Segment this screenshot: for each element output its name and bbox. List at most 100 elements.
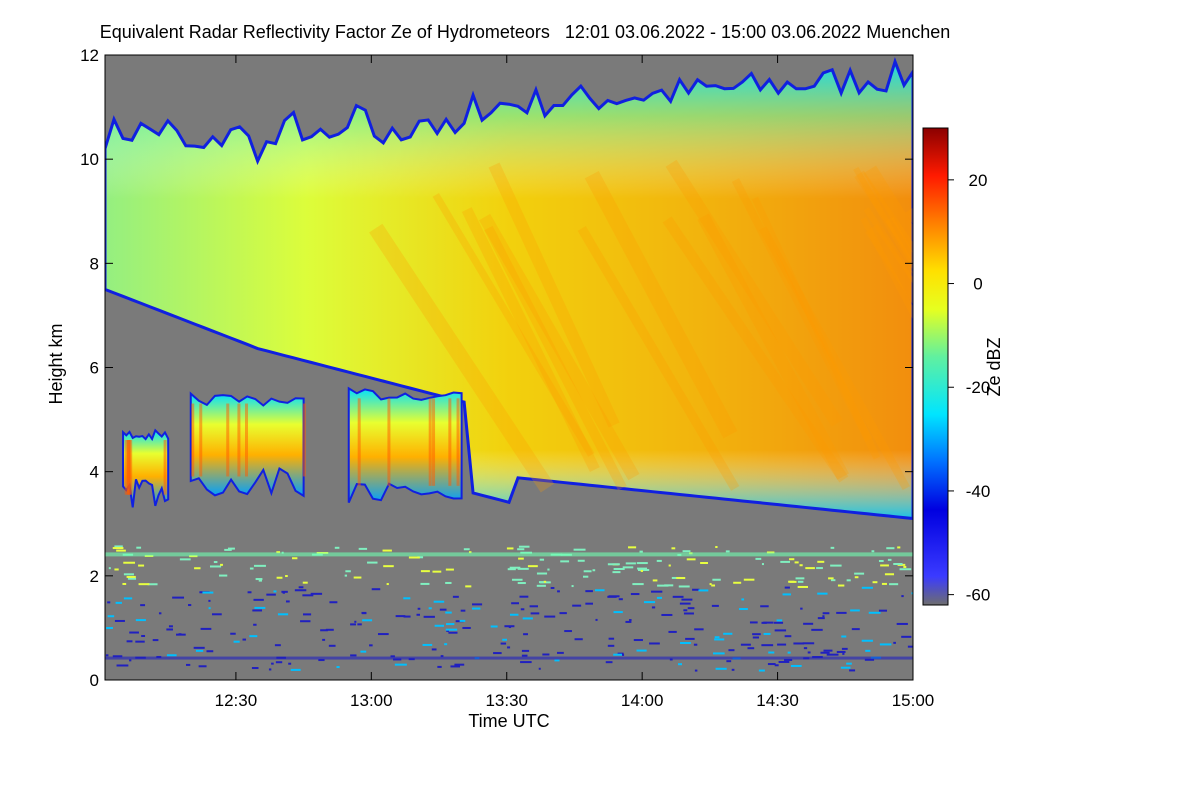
clutter-echo — [649, 642, 660, 645]
clutter-echo — [115, 601, 122, 604]
clutter-echo — [679, 602, 691, 605]
cell-core — [432, 398, 436, 486]
clutter-echo — [344, 574, 348, 577]
clutter-echo — [358, 547, 368, 550]
clutter-echo — [354, 620, 357, 623]
clutter-echo — [802, 642, 815, 645]
clutter-echo — [108, 567, 111, 570]
cell-core — [245, 403, 249, 477]
clutter-echo — [445, 628, 458, 631]
clutter-echo — [836, 650, 846, 653]
clutter-echo — [823, 649, 833, 652]
clutter-echo — [135, 640, 145, 643]
clutter-echo — [903, 565, 907, 568]
clutter-echo — [444, 643, 448, 646]
clutter-echo — [213, 561, 218, 564]
clutter-echo — [893, 641, 896, 644]
clutter-echo — [800, 607, 803, 610]
clutter-echo — [711, 604, 719, 607]
clutter-echo — [837, 584, 845, 587]
clutter-echo — [310, 592, 323, 595]
clutter-echo — [805, 567, 815, 570]
clutter-echo — [417, 607, 421, 610]
colorbar-tick-label: -60 — [966, 586, 991, 605]
fallstreak — [488, 162, 620, 428]
clutter-echo — [622, 566, 634, 569]
clutter-echo — [714, 636, 720, 639]
clutter-echo — [822, 615, 825, 618]
clutter-echo — [105, 654, 109, 657]
fallstreak — [369, 223, 555, 493]
clutter-echo — [639, 550, 643, 553]
x-tick-label: 12:30 — [215, 691, 258, 710]
clutter-echo — [709, 583, 712, 586]
clutter-echo — [803, 622, 814, 625]
clutter-echo — [371, 588, 381, 591]
cloud-main-edges-shading — [105, 61, 913, 519]
clutter-echo — [752, 636, 759, 639]
clutter-echo — [595, 589, 605, 592]
clutter-echo — [557, 590, 560, 593]
clutter-echo — [302, 613, 312, 616]
clutter-echo — [560, 560, 570, 563]
clutter-echo — [530, 612, 540, 615]
clutter-echo — [152, 639, 159, 642]
clutter-echo — [797, 585, 808, 588]
clutter-echo — [872, 581, 878, 584]
clutter-echo — [564, 630, 572, 633]
clutter-echo — [517, 582, 526, 585]
clutter-echo — [472, 603, 483, 606]
y-tick-label: 0 — [90, 671, 99, 690]
clutter-echo — [123, 597, 133, 600]
cell-core — [237, 403, 241, 477]
clutter-echo — [195, 649, 204, 652]
clutter-echo — [362, 619, 373, 622]
clutter-echo — [664, 584, 674, 587]
clutter-echo — [854, 572, 865, 575]
clutter-echo — [711, 584, 716, 587]
clutter-echo — [585, 602, 593, 605]
clutter-echo — [271, 662, 274, 665]
clutter-echo — [490, 625, 498, 628]
clutter-echo — [625, 620, 632, 623]
clutter-echo — [428, 607, 432, 610]
clutter-echo — [158, 612, 162, 615]
clutter-echo — [247, 591, 252, 594]
colorbar-tick-label: -40 — [966, 482, 991, 501]
clutter-echo — [758, 669, 765, 672]
clutter-echo — [743, 578, 755, 581]
fallstreak — [863, 207, 913, 284]
clutter-echo — [107, 601, 111, 604]
clutter-echo — [126, 575, 136, 578]
clutter-echo — [285, 600, 290, 603]
clutter-echo — [761, 644, 774, 647]
clutter-echo — [114, 568, 119, 571]
clutter-echo — [864, 658, 875, 661]
clutter-echo — [253, 564, 266, 567]
clutter-echo — [219, 574, 228, 577]
x-axis: 12:30 13:00 13:30 14:00 14:30 15:00 — [215, 55, 934, 710]
cell-core — [163, 440, 167, 495]
clutter-echo — [433, 600, 445, 603]
clutter-echo — [828, 577, 834, 580]
clutter-echo — [907, 645, 913, 648]
clutter-echo — [135, 619, 146, 622]
clutter-echo — [755, 557, 762, 560]
clutter-echo — [901, 595, 904, 598]
clutter-echo — [140, 604, 146, 607]
clutter-echo — [129, 659, 132, 662]
clutter-echo — [661, 613, 673, 616]
clutter-echo — [136, 546, 142, 549]
cell-core — [126, 440, 130, 495]
clutter-echo — [886, 547, 895, 550]
clutter-echo — [220, 563, 223, 566]
clutter-echo — [763, 632, 771, 635]
clutter-echo — [345, 570, 351, 573]
clutter-echo — [668, 564, 671, 567]
clutter-echo — [208, 607, 211, 610]
x-tick-label: 13:00 — [350, 691, 393, 710]
clutter-echo — [678, 585, 690, 588]
clutter-echo — [141, 634, 146, 637]
clutter-echo — [500, 642, 507, 645]
clutter-echo — [274, 644, 281, 647]
